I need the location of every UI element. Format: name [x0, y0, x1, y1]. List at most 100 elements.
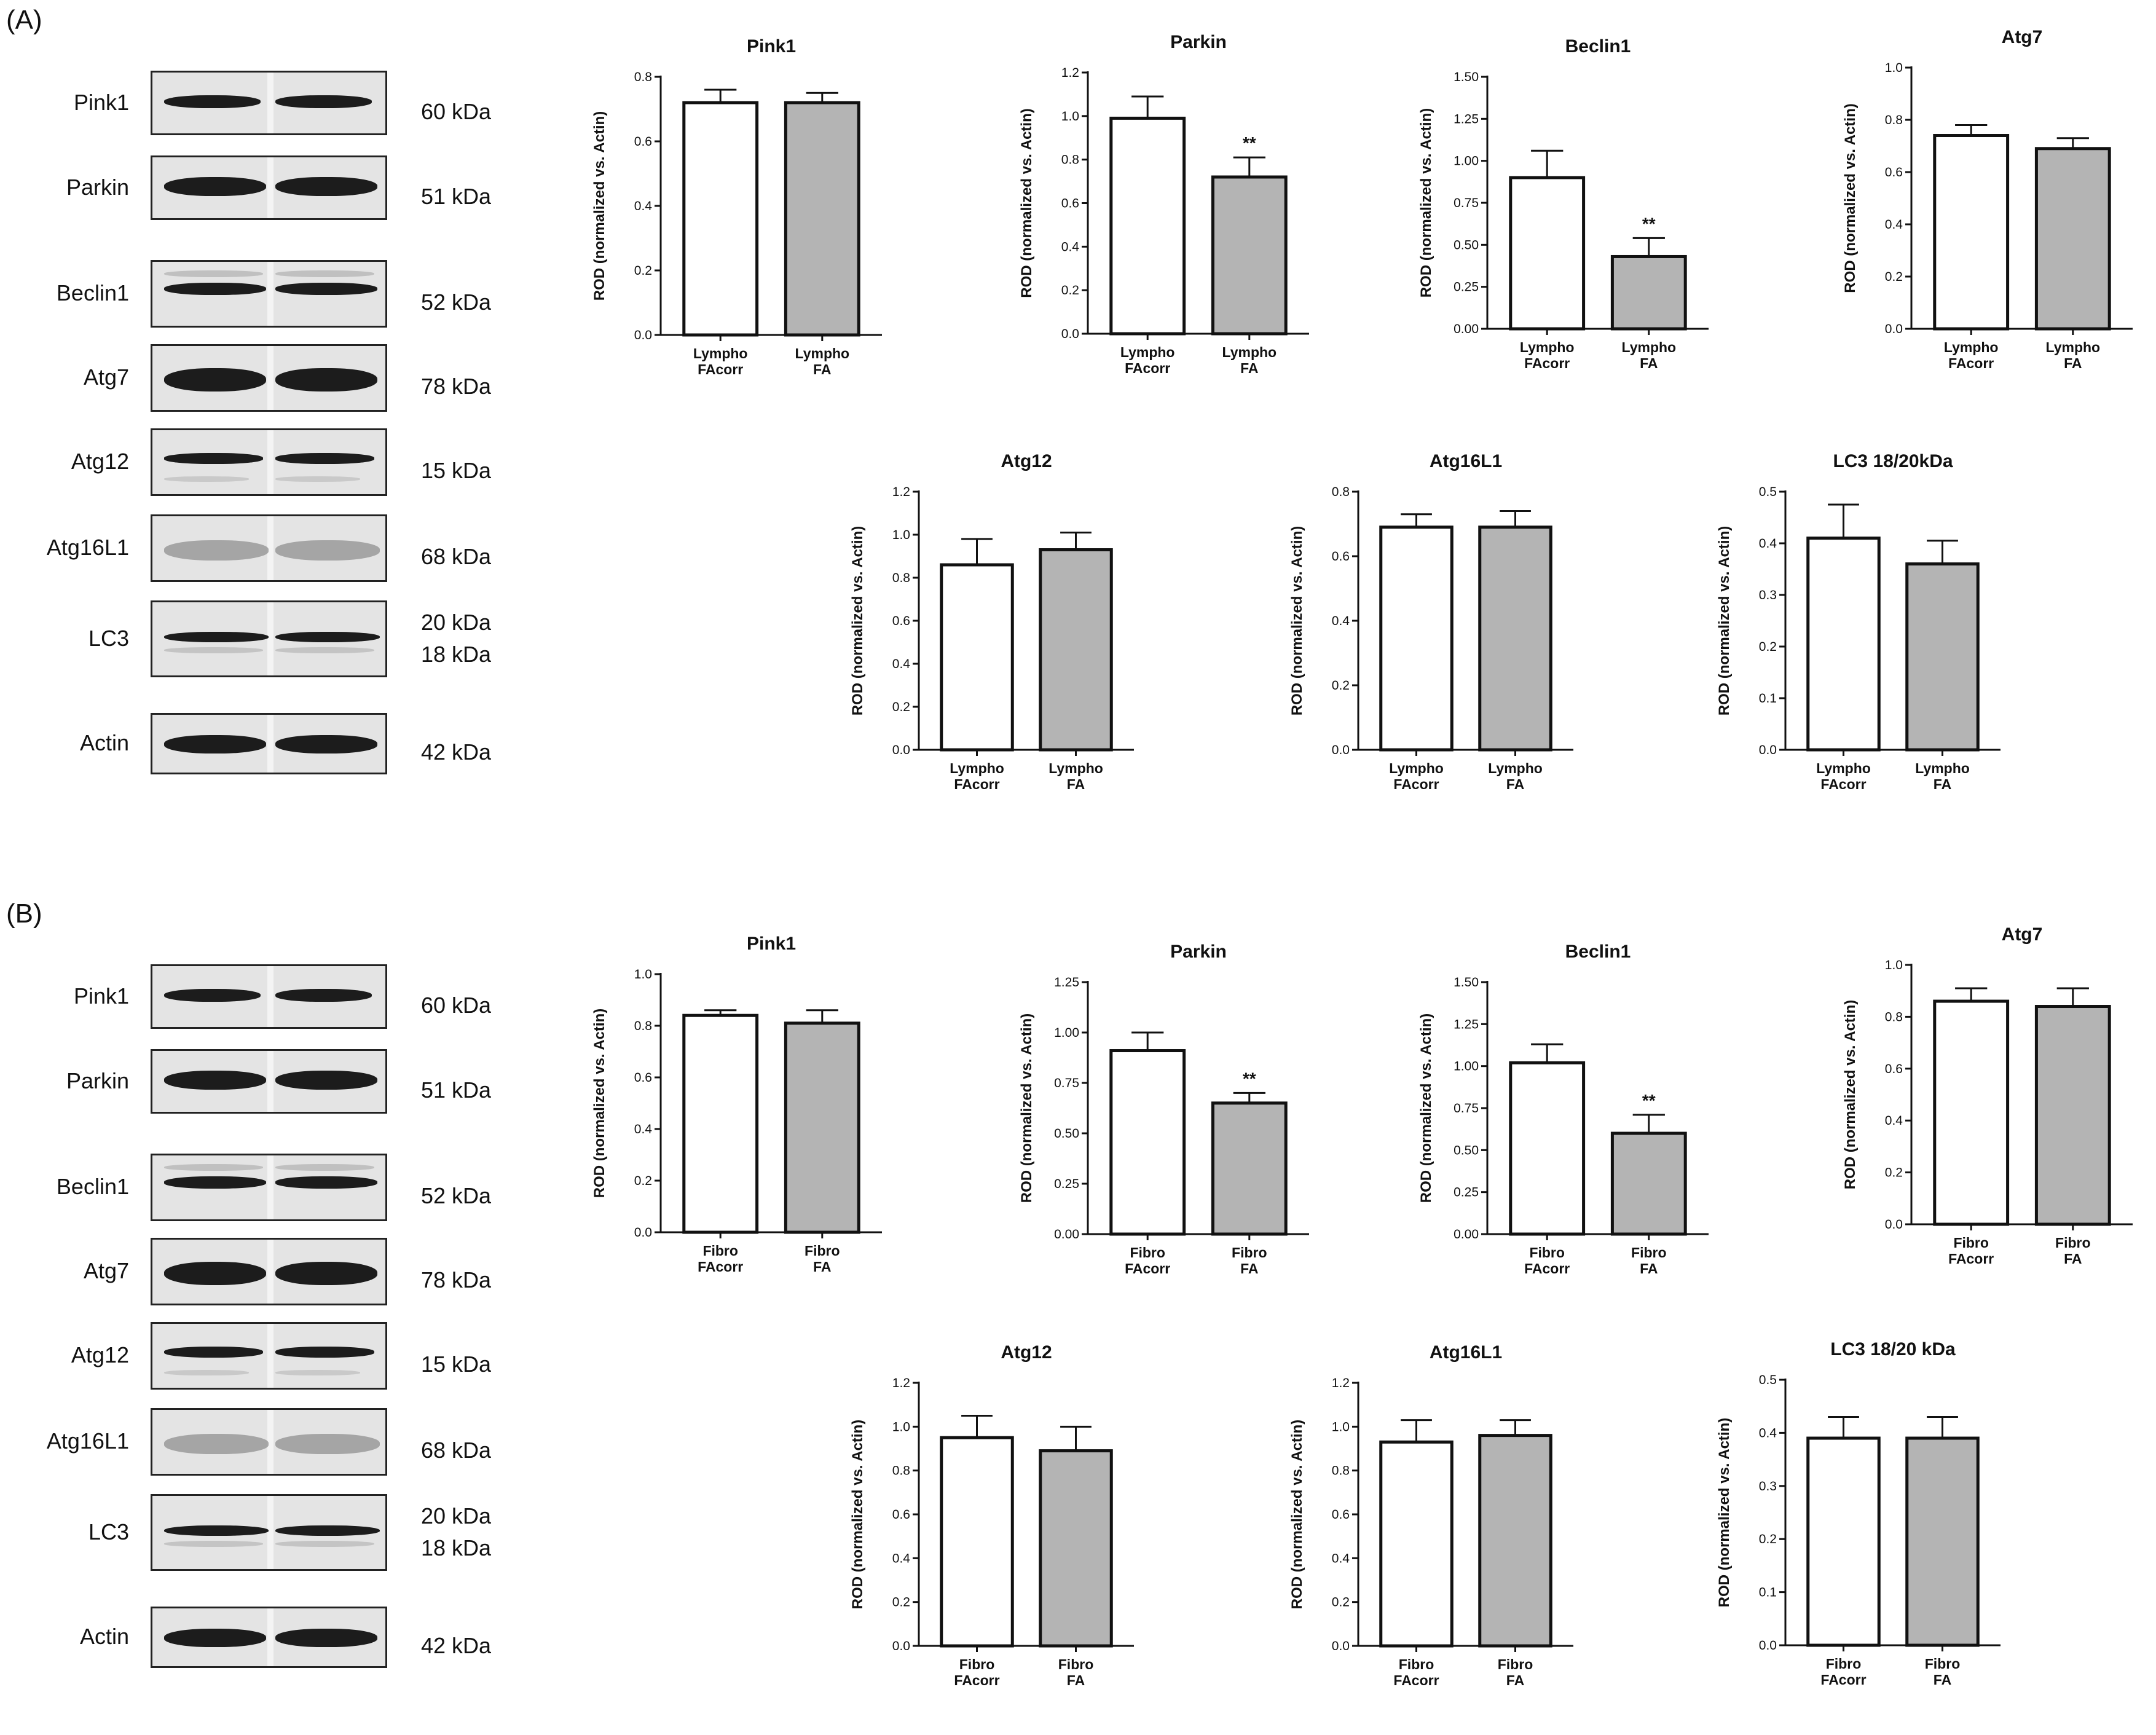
y-tick-label: 0.2 [1061, 283, 1079, 297]
x-category-label: FAcorr [1948, 1251, 1994, 1267]
y-tick-label: 0.2 [1885, 1166, 1903, 1180]
bar-fa [1905, 562, 1980, 752]
chart-title: Parkin [1170, 32, 1227, 52]
y-tick-label: 0.50 [1454, 1143, 1479, 1157]
bar-fa [1211, 1101, 1288, 1236]
y-tick-label: 0.2 [892, 700, 910, 714]
x-category-label: Fibro [1925, 1656, 1961, 1672]
y-tick-label: 0.2 [1759, 1532, 1777, 1546]
y-tick-label: 0.6 [1885, 1062, 1903, 1076]
x-category-label: Lympho [1944, 339, 1999, 355]
x-category-label: Fibro [1399, 1656, 1434, 1672]
x-category-label: Lympho [2046, 339, 2101, 355]
bar-chart: Atg16L1 ROD (normalized vs. Actin) 0.0 0.2 0… [1289, 451, 1573, 792]
y-tick-label: 0.0 [1332, 1639, 1350, 1653]
y-tick-label: 0.2 [1332, 679, 1350, 693]
significance-marker: ** [1642, 1091, 1656, 1110]
chart-title: Atg16L1 [1430, 1342, 1502, 1363]
x-category-label: FA [1240, 360, 1258, 376]
y-tick-label: 0.75 [1454, 196, 1479, 210]
x-category-label: FAcorr [1820, 1672, 1866, 1688]
significance-marker: ** [1642, 214, 1656, 233]
y-tick-label: 1.50 [1454, 70, 1479, 84]
x-category-label: FA [1506, 776, 1524, 792]
bar-chart: Parkin ROD (normalized vs. Actin) 0.00 0.25… [1018, 942, 1309, 1277]
significance-marker: ** [1243, 133, 1256, 152]
y-axis-label: ROD (normalized vs. Actin) [1418, 108, 1434, 297]
y-tick-label: 1.2 [892, 485, 910, 499]
y-tick-label: 0.0 [892, 1639, 910, 1653]
x-category-label: FAcorr [1125, 1261, 1170, 1277]
chart-title: Pink1 [747, 36, 796, 57]
y-tick-label: 0.4 [1759, 1426, 1777, 1440]
x-category-label: Fibro [1826, 1656, 1862, 1672]
blot-protein-label: LC3 [88, 1519, 129, 1544]
blot-protein-label: Actin [79, 730, 129, 755]
chart-title: Pink1 [747, 934, 796, 954]
y-tick-label: 0.8 [1332, 1464, 1350, 1478]
western-blot-image [151, 1494, 387, 1571]
y-tick-label: 0.5 [1759, 485, 1777, 499]
x-category-label: Fibro [2055, 1235, 2091, 1251]
y-tick-label: 0.50 [1454, 238, 1479, 252]
bar-control [1109, 1049, 1186, 1236]
y-tick-label: 0.2 [1332, 1595, 1350, 1610]
y-tick-label: 0.4 [892, 1551, 911, 1565]
y-tick-label: 0.0 [892, 743, 910, 757]
y-tick-label: 0.25 [1454, 280, 1479, 294]
molecular-weight-label: 42 kDa [421, 1633, 492, 1658]
blot-protein-label: Pink1 [73, 983, 129, 1009]
bar-control [682, 1013, 759, 1234]
y-tick-label: 1.2 [1332, 1376, 1350, 1390]
y-tick-label: 0.0 [1885, 1218, 1903, 1232]
bar-fa [1610, 1131, 1687, 1236]
x-category-label: FAcorr [954, 1672, 999, 1688]
y-tick-label: 0.6 [1061, 197, 1079, 211]
x-category-label: FAcorr [1125, 360, 1170, 376]
blot-protein-label: Parkin [66, 174, 129, 200]
bar-control [1933, 999, 2010, 1226]
bar-fa [1478, 1434, 1552, 1648]
x-category-label: FA [1640, 1261, 1658, 1277]
y-tick-label: 0.50 [1054, 1127, 1079, 1141]
molecular-weight-label: 78 kDa [421, 1267, 492, 1292]
x-category-label: Fibro [1130, 1245, 1165, 1261]
y-axis-label: ROD (normalized vs. Actin) [591, 111, 608, 301]
x-category-label: FAcorr [1524, 1261, 1570, 1277]
y-tick-label: 0.6 [1332, 1508, 1350, 1522]
bar-fa [2034, 1005, 2111, 1226]
molecular-weight-label: 68 kDa [421, 544, 492, 569]
y-axis-label: ROD (normalized vs. Actin) [1842, 103, 1859, 293]
y-tick-label: 0.8 [634, 1019, 652, 1033]
y-tick-label: 0.0 [1759, 1639, 1777, 1653]
x-category-label: Fibro [1498, 1656, 1533, 1672]
y-tick-label: 0.4 [1759, 537, 1777, 551]
x-category-label: FAcorr [1524, 355, 1570, 371]
molecular-weight-label: 60 kDa [421, 992, 492, 1018]
y-tick-label: 0.8 [1061, 153, 1079, 167]
y-tick-label: 0.8 [892, 571, 910, 585]
molecular-weight-label: 52 kDa [421, 289, 492, 315]
western-blot-image [151, 71, 387, 135]
bar-chart: Atg16L1 ROD (normalized vs. Actin) 0.0 0.2 0… [1289, 1342, 1573, 1688]
chart-title: Atg7 [2002, 924, 2043, 945]
bar-fa [1211, 175, 1288, 336]
y-axis-label: ROD (normalized vs. Actin) [1716, 1418, 1733, 1607]
x-category-label: FA [2064, 1251, 2082, 1267]
bar-control [940, 563, 1014, 752]
y-tick-label: 1.25 [1454, 1017, 1479, 1031]
x-category-label: FAcorr [1393, 776, 1439, 792]
blot-protein-label: Atg12 [71, 449, 129, 474]
x-category-label: FA [1934, 1672, 1951, 1688]
y-tick-label: 1.0 [1061, 109, 1079, 124]
y-tick-label: 1.0 [1885, 61, 1903, 75]
bar-chart: Beclin1 ROD (normalized vs. Actin) 0.00 0.2… [1418, 36, 1709, 371]
y-axis-label: ROD (normalized vs. Actin) [1289, 1420, 1305, 1609]
x-category-label: FA [2064, 355, 2082, 371]
bar-control [1109, 116, 1186, 336]
x-category-label: Lympho [1389, 760, 1444, 776]
bar-chart: Atg12 ROD (normalized vs. Actin) 0.0 0.2 0.4… [849, 451, 1134, 792]
blot-protein-label: Atg16L1 [46, 535, 129, 560]
western-blot-image [151, 600, 387, 677]
x-category-label: FAcorr [1948, 355, 1994, 371]
